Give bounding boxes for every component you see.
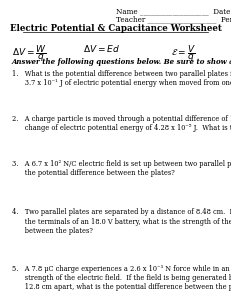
Text: Electric Potential & Capacitance Worksheet: Electric Potential & Capacitance Workshe… <box>9 24 222 33</box>
Text: 5.   A 7.8 μC charge experiences a 2.6 x 10⁻³ N force while in an electric field: 5. A 7.8 μC charge experiences a 2.6 x 1… <box>12 265 231 291</box>
Text: 2.   A charge particle is moved through a potential difference of 194.8 V and ex: 2. A charge particle is moved through a … <box>12 115 231 132</box>
Text: $\mathcal{E} = \dfrac{V}{q}$: $\mathcal{E} = \dfrac{V}{q}$ <box>171 44 196 64</box>
Text: $\Delta V = \dfrac{W}{q}$: $\Delta V = \dfrac{W}{q}$ <box>12 44 46 64</box>
Text: Answer the following questions below. Be sure to show all of the necessary work.: Answer the following questions below. Be… <box>12 58 231 66</box>
Text: 1.   What is the potential difference between two parallel plates if a 42.2 μC c: 1. What is the potential difference betw… <box>12 70 231 87</box>
Text: 4.   Two parallel plates are separated by a distance of 8.48 cm.  If the plates : 4. Two parallel plates are separated by … <box>12 208 231 235</box>
Text: Name ___________________  Date _______: Name ___________________ Date _______ <box>116 8 231 16</box>
Text: $\Delta V = Ed$: $\Delta V = Ed$ <box>83 44 120 55</box>
Text: 3.   A 6.7 x 10² N/C electric field is set up between two parallel plates 11.3 c: 3. A 6.7 x 10² N/C electric field is set… <box>12 160 231 177</box>
Text: Teacher ___________________  Period_____: Teacher ___________________ Period_____ <box>116 15 231 23</box>
